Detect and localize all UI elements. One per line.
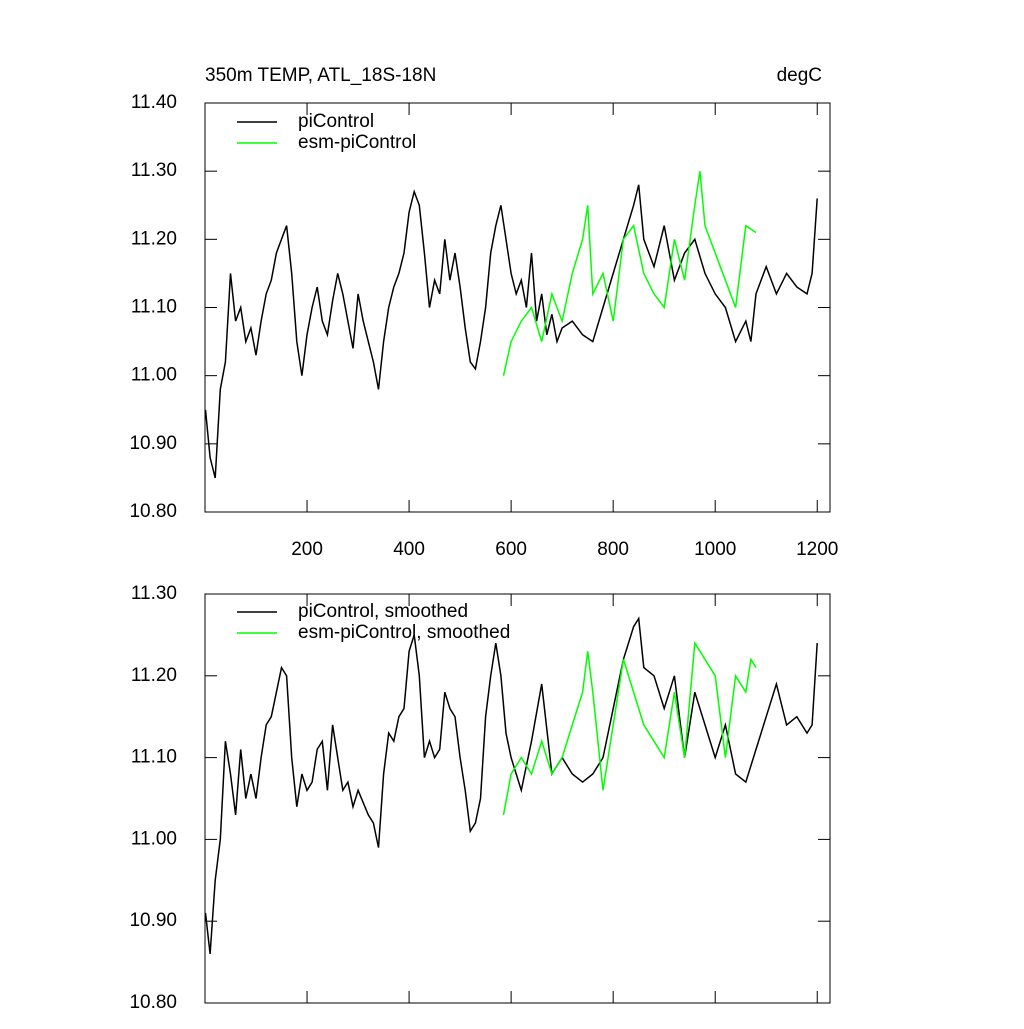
x-tick-label: 200: [291, 539, 323, 560]
series-line: [204, 616, 818, 954]
y-tick-label: 11.30: [131, 160, 177, 181]
y-tick-label: 11.20: [131, 228, 177, 249]
units-label: degC: [777, 65, 822, 86]
y-tick-label: 11.30: [131, 583, 177, 604]
legend-label: esm-piControl, smoothed: [298, 622, 510, 643]
y-tick-label: 10.90: [129, 433, 177, 454]
series-line: [502, 640, 757, 816]
y-tick-label: 11.20: [131, 665, 177, 686]
x-tick-label: 1000: [694, 539, 736, 560]
y-tick-label: 11.00: [131, 828, 177, 849]
y-tick-label: 10.80: [129, 501, 177, 522]
y-tick-label: 11.00: [131, 365, 177, 386]
x-tick-label: 400: [393, 539, 425, 560]
y-tick-label: 11.40: [131, 92, 177, 113]
series-line: [502, 171, 757, 376]
x-tick-label: 600: [495, 539, 527, 560]
y-tick-label: 11.10: [131, 297, 177, 318]
y-tick-label: 10.90: [129, 910, 177, 931]
x-tick-label: 800: [597, 539, 629, 560]
plot-frame: [204, 593, 831, 1004]
series-line: [204, 184, 818, 479]
y-tick-label: 10.80: [129, 992, 177, 1013]
legend-label: esm-piControl: [298, 132, 416, 153]
x-tick-label: 1200: [796, 539, 838, 560]
legend-label: piControl, smoothed: [298, 601, 468, 622]
legend-label: piControl: [298, 111, 374, 132]
y-tick-label: 11.10: [131, 747, 177, 768]
chart-title: 350m TEMP, ATL_18S-18N: [205, 65, 436, 86]
